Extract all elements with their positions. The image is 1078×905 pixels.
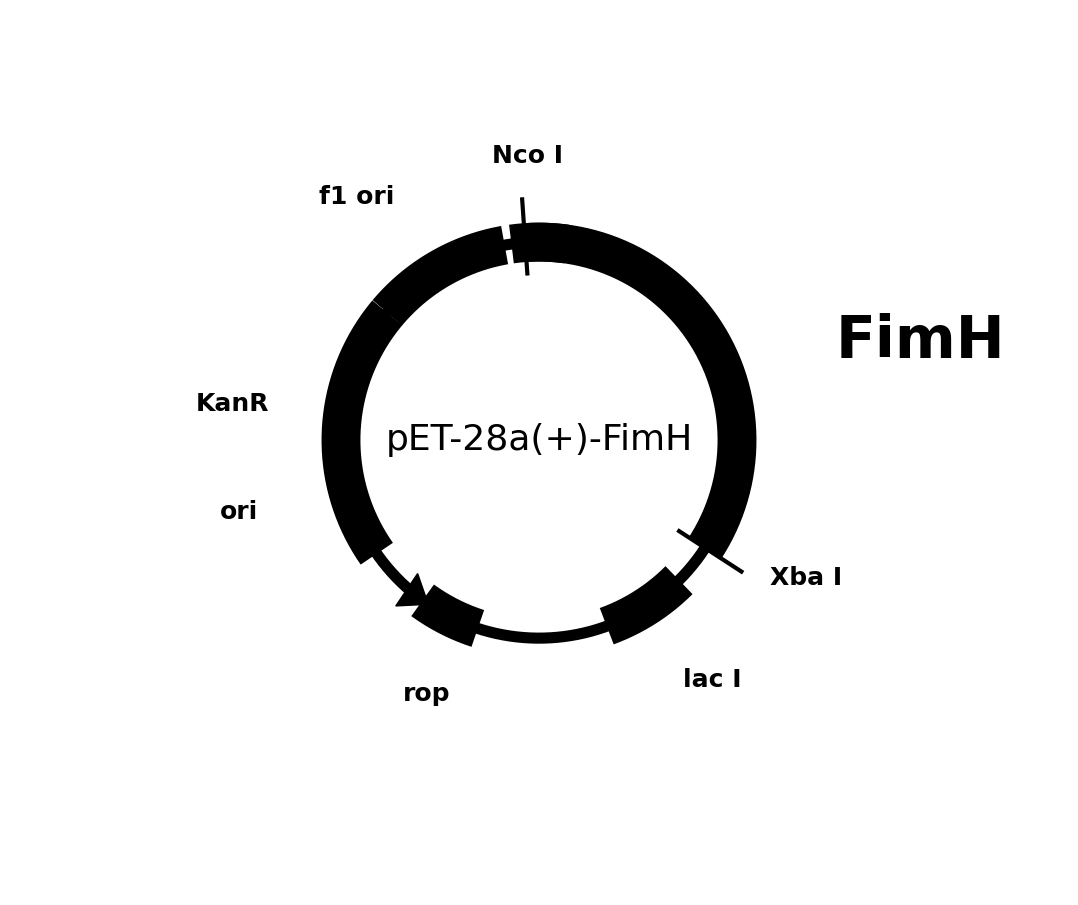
Polygon shape [396, 574, 428, 606]
Polygon shape [472, 234, 498, 267]
Text: Nco I: Nco I [492, 145, 563, 168]
Text: pET-28a(+)-FimH: pET-28a(+)-FimH [385, 424, 693, 457]
Text: FimH: FimH [837, 312, 1006, 369]
Text: f1 ori: f1 ori [319, 185, 395, 209]
Text: ori: ori [220, 500, 258, 524]
Text: KanR: KanR [196, 392, 270, 416]
Text: lac I: lac I [683, 669, 742, 692]
Text: rop: rop [403, 681, 451, 706]
Text: Xba I: Xba I [771, 567, 843, 590]
